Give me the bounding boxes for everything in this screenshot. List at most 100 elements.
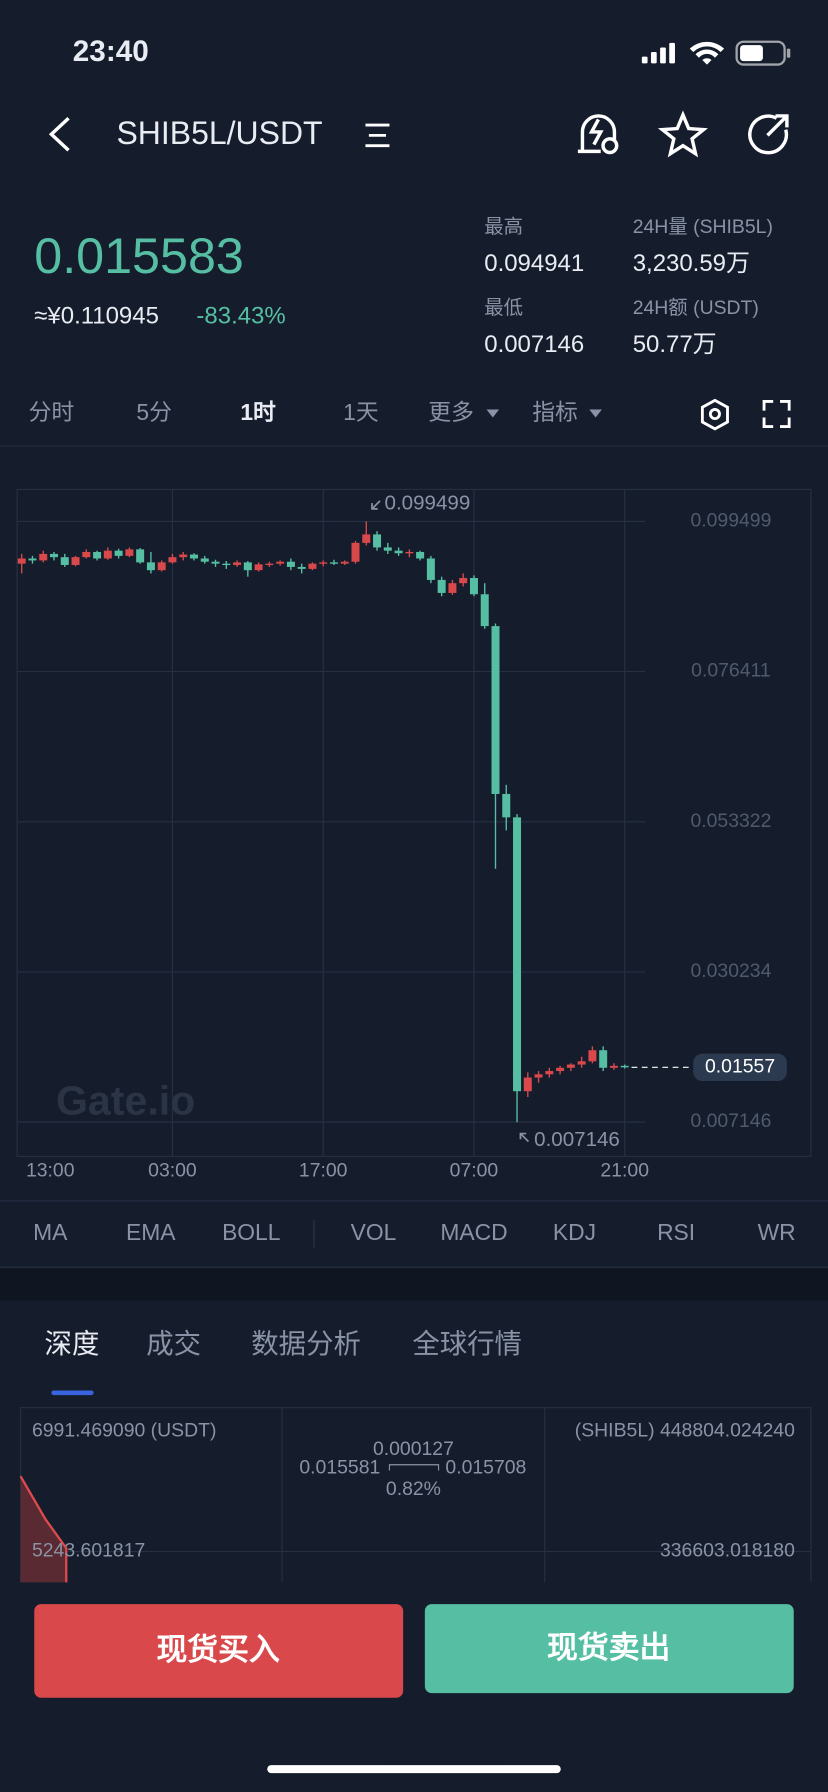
candle-body xyxy=(222,563,231,566)
sell-button[interactable] xyxy=(424,1604,794,1694)
annotation-arrow xyxy=(519,1132,530,1143)
last-price-box xyxy=(693,1053,787,1082)
share-icon[interactable] xyxy=(748,114,789,155)
indicator-tab[interactable]: MACD xyxy=(440,1219,507,1245)
candle-body xyxy=(319,562,328,564)
candle-body xyxy=(211,561,220,564)
pair-title[interactable]: SHIB5L/USDT xyxy=(116,115,322,151)
depth-spread: 0.000127 xyxy=(373,1438,454,1460)
candle-body xyxy=(362,534,371,543)
candle-body xyxy=(39,553,48,561)
indicator-tab[interactable]: MA xyxy=(33,1219,68,1245)
depth-label: 5243.601817 xyxy=(32,1540,145,1562)
candle-body xyxy=(523,1077,532,1092)
candle-body xyxy=(534,1074,543,1078)
candle-body xyxy=(93,551,102,559)
candle-body xyxy=(136,549,145,563)
interval-tab[interactable]: 5分 xyxy=(136,399,172,425)
candle-body xyxy=(50,553,59,558)
high-value: 0.094941 xyxy=(484,250,584,277)
interval-tab[interactable]: 1天 xyxy=(343,399,379,425)
indicator-tab[interactable]: BOLL xyxy=(222,1219,280,1245)
fullscreen-icon[interactable] xyxy=(762,400,791,429)
candle-body xyxy=(71,557,80,565)
info-tab[interactable]: 深度 xyxy=(45,1328,100,1359)
interval-more[interactable]: 更多 xyxy=(428,399,474,425)
volume-label: 24H量 (SHIB5L) xyxy=(633,216,773,238)
indicator-tab[interactable]: RSI xyxy=(657,1219,695,1245)
candle-body xyxy=(599,1050,608,1068)
settings-icon[interactable] xyxy=(700,398,729,431)
candle-body xyxy=(513,817,522,1092)
candle-body xyxy=(340,561,349,564)
candle-body xyxy=(351,542,360,562)
candle-body xyxy=(254,564,263,571)
candle-body xyxy=(82,551,91,558)
annotation-arrow xyxy=(371,500,381,510)
kline-chart: Gate.io 0.099499 0.076411 0.053322 0.030234 0… xyxy=(17,489,787,1181)
candle-body xyxy=(157,562,166,571)
depth-ask: 0.015708 xyxy=(445,1456,526,1478)
alert-icon[interactable] xyxy=(577,114,619,155)
candle-body xyxy=(588,1050,597,1062)
candle-body xyxy=(383,547,392,551)
info-tab[interactable]: 成交 xyxy=(146,1328,201,1359)
y-tick-label: 0.007146 xyxy=(690,1110,771,1132)
spread-bracket xyxy=(388,1464,440,1471)
candle-body xyxy=(480,594,489,627)
x-tick-label: 07:00 xyxy=(450,1159,499,1181)
interval-tab[interactable]: 分时 xyxy=(29,399,75,425)
info-tab[interactable]: 数据分析 xyxy=(251,1328,361,1359)
volume-value: 3,230.59万 xyxy=(633,250,750,277)
dropdown-arrow xyxy=(486,409,500,418)
price-cny: ≈¥0.110945 xyxy=(34,302,159,329)
candle-body xyxy=(297,566,306,569)
depth-label: 6991.469090 (USDT) xyxy=(32,1420,216,1442)
watermark: Gate.io xyxy=(56,1078,195,1124)
indicator-menu[interactable]: 指标 xyxy=(532,399,578,425)
candle-body xyxy=(103,550,112,559)
settings-icon-dot xyxy=(708,408,721,421)
candle-body xyxy=(329,562,338,564)
candle-body xyxy=(426,558,435,580)
candle-body xyxy=(243,562,252,571)
last-price: 0.015583 xyxy=(34,228,244,284)
section-gap xyxy=(0,1268,828,1301)
indicator-tab[interactable]: EMA xyxy=(126,1219,176,1245)
candle-body xyxy=(566,1064,575,1068)
buy-button[interactable] xyxy=(34,1604,404,1698)
x-tick-label: 17:00 xyxy=(299,1159,348,1181)
last-price-label: 0.01557 xyxy=(705,1055,775,1077)
favorite-icon[interactable] xyxy=(657,110,708,158)
candle-body xyxy=(405,551,414,554)
interval-tab[interactable]: 1时 xyxy=(240,399,276,425)
candle-body xyxy=(308,563,317,569)
indicator-tab[interactable]: VOL xyxy=(351,1219,397,1245)
candle-body xyxy=(17,558,26,564)
depth-bid: 0.015581 xyxy=(299,1456,380,1478)
info-tab[interactable]: 全球行情 xyxy=(412,1328,522,1359)
candle-body xyxy=(146,562,155,571)
indicator-tab[interactable]: KDJ xyxy=(553,1219,596,1245)
status-time: 23:40 xyxy=(73,35,149,68)
back-button[interactable] xyxy=(48,116,70,152)
low-label: 最低 xyxy=(484,297,523,319)
candle-body xyxy=(233,562,242,565)
indicator-tab[interactable]: WR xyxy=(758,1219,796,1245)
candle-body xyxy=(620,1065,629,1068)
y-tick-label: 0.076411 xyxy=(691,660,771,682)
buy-button-label[interactable]: 现货买入 xyxy=(156,1632,279,1667)
menu-icon[interactable] xyxy=(365,123,390,148)
sell-button-label[interactable]: 现货卖出 xyxy=(547,1630,670,1665)
candle-body xyxy=(179,554,188,558)
x-tick-label: 03:00 xyxy=(148,1159,197,1181)
max-annotation: 0.099499 xyxy=(385,492,471,515)
candle-body xyxy=(437,579,446,593)
candle-body xyxy=(469,577,478,595)
candle-body xyxy=(502,793,511,818)
amount-label: 24H额 (USDT) xyxy=(633,297,759,319)
candle-body xyxy=(28,558,37,561)
low-value: 0.007146 xyxy=(484,331,584,358)
candle-body xyxy=(373,534,382,548)
candle-body xyxy=(276,561,285,564)
